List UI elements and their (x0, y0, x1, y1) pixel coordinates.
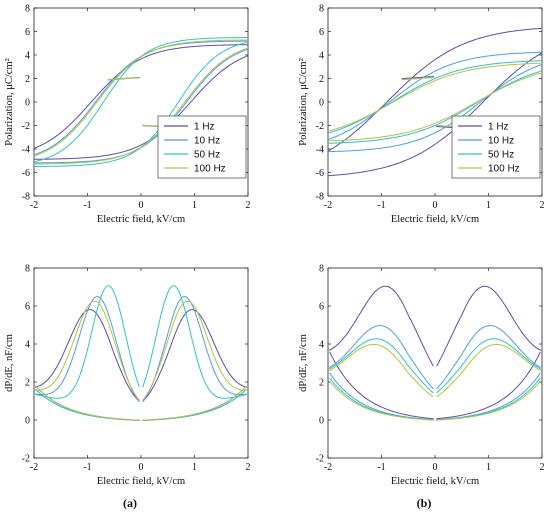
y-tick-label: 2 (319, 378, 324, 389)
legend-label: 1 Hz (194, 122, 215, 133)
x-tick-label: 0 (139, 462, 144, 473)
y-tick-label: 4 (319, 51, 324, 62)
x-axis-label: Electric field, kV/cm (391, 476, 479, 487)
series-line-50-hz (34, 285, 248, 421)
series-line-10-hz (35, 296, 247, 421)
series-line-50-hz (328, 338, 542, 421)
y-tick-label: -6 (22, 168, 30, 179)
series-group (328, 285, 542, 421)
y-tick-label: 8 (319, 264, 324, 275)
x-tick-label: 0 (433, 462, 438, 473)
y-tick-label: 2 (25, 74, 30, 85)
plot-area (327, 267, 543, 459)
chart-a-bottom: -2 -1 0 1 2 -2 0 2 4 6 8 Electric field, kV/cm dP/dE… (4, 264, 251, 488)
x-tick-label: -1 (83, 200, 91, 211)
y-tick-label: -4 (22, 145, 30, 156)
x-tick-label: 1 (486, 462, 491, 473)
panel-label-a: (a) (123, 496, 137, 510)
x-tick-label: 2 (246, 462, 251, 473)
panel-label-b: (b) (417, 496, 432, 510)
x-tick-label: -1 (377, 462, 385, 473)
legend-label: 10 Hz (488, 136, 514, 147)
y-axis-label: dP/dE, nF/cm (4, 334, 15, 392)
legend: 1 Hz 10 Hz 50 Hz 100 Hz (157, 115, 247, 179)
plot-area (33, 267, 249, 459)
series-line-1-hz (34, 44, 248, 160)
y-tick-label: -8 (22, 192, 30, 203)
y-axis-label: Polarization, μC/cm² (4, 58, 15, 146)
x-tick-label: -2 (324, 200, 332, 211)
y-tick-label: 6 (25, 302, 30, 313)
y-tick-label: 2 (319, 74, 324, 85)
y-tick-label: 8 (319, 4, 324, 15)
series-line-10-hz (328, 325, 542, 421)
x-axis-label: Electric field, kV/cm (97, 214, 185, 225)
series-line-10-hz (328, 51, 542, 153)
legend-label: 100 Hz (194, 164, 226, 175)
x-axis-label: Electric field, kV/cm (391, 214, 479, 225)
y-tick-label: 0 (25, 416, 30, 427)
y-tick-label: -4 (316, 145, 324, 156)
y-tick-label: 2 (25, 378, 30, 389)
x-tick-label: 1 (192, 200, 197, 211)
x-tick-label: 2 (246, 200, 251, 211)
legend-label: 1 Hz (488, 122, 509, 133)
series-line-1-hz (35, 309, 247, 421)
series-line-100-hz (328, 343, 542, 421)
legend: 1 Hz 10 Hz 50 Hz 100 Hz (451, 115, 541, 179)
series-group (328, 27, 542, 177)
x-tick-label: 0 (433, 200, 438, 211)
legend-label: 50 Hz (488, 150, 514, 161)
y-axis-label: Polarization, μC/cm² (298, 58, 309, 146)
y-tick-label: 4 (25, 51, 30, 62)
x-tick-label: -1 (83, 462, 91, 473)
series-line-1-hz (328, 27, 542, 177)
y-axis-label: dP/dE, nF/cm (298, 334, 309, 392)
y-tick-label: -6 (316, 168, 324, 179)
y-tick-label: 0 (319, 416, 324, 427)
y-tick-label: 4 (25, 340, 30, 351)
x-tick-label: -2 (30, 462, 38, 473)
y-tick-label: 6 (319, 302, 324, 313)
legend-label: 100 Hz (488, 164, 520, 175)
y-tick-label: -2 (316, 454, 324, 465)
y-tick-label: -8 (316, 192, 324, 203)
y-tick-label: 0 (25, 98, 30, 109)
chart-b-top: -2 -1 0 1 2 -8 -6 -4 -2 0 2 4 6 8 Electric field, kV/c… (298, 4, 545, 226)
series-line-50-hz (328, 60, 542, 144)
y-tick-label: 4 (319, 340, 324, 351)
series-group (34, 285, 248, 421)
series-line-100-hz (35, 300, 247, 421)
x-tick-label: 1 (192, 462, 197, 473)
chart-b-bottom: -2 -1 0 1 2 -2 0 2 4 6 8 Electric field, kV/cm dP/dE… (298, 264, 545, 488)
series-line-1-hz (328, 285, 542, 420)
y-tick-label: 6 (319, 27, 324, 38)
legend-label: 10 Hz (194, 136, 220, 147)
x-tick-label: 0 (139, 200, 144, 211)
y-tick-label: -2 (22, 121, 30, 132)
y-tick-label: 8 (25, 264, 30, 275)
y-tick-label: -2 (316, 121, 324, 132)
x-tick-label: 1 (486, 200, 491, 211)
x-tick-label: -2 (324, 462, 332, 473)
chart-a-top: -2 -1 0 1 2 -8 -6 -4 -2 0 2 4 6 8 Electric field, kV/c… (4, 4, 251, 226)
x-tick-label: 2 (540, 200, 545, 211)
legend-label: 50 Hz (194, 150, 220, 161)
y-tick-label: 0 (319, 98, 324, 109)
x-axis-label: Electric field, kV/cm (97, 476, 185, 487)
x-tick-label: 2 (540, 462, 545, 473)
y-tick-label: 8 (25, 4, 30, 15)
series-line-100-hz (34, 39, 248, 165)
y-tick-label: -2 (22, 454, 30, 465)
x-tick-label: -2 (30, 200, 38, 211)
series-group (34, 37, 248, 167)
series-line-100-hz (328, 62, 542, 142)
y-tick-label: 6 (25, 27, 30, 38)
x-tick-label: -1 (377, 200, 385, 211)
